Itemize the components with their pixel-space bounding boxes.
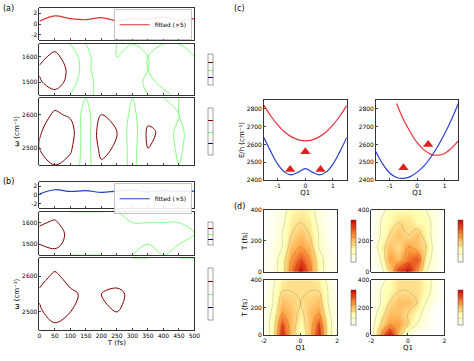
svg-text:Q1: Q1 (412, 189, 422, 197)
svg-text:0: 0 (37, 332, 41, 339)
svg-text:50: 50 (51, 332, 59, 339)
svg-text:1500: 1500 (22, 78, 37, 85)
svg-text:T (fs): T (fs) (241, 298, 249, 317)
svg-text:E/h (cm⁻¹): E/h (cm⁻¹) (238, 122, 246, 158)
svg-text:400: 400 (358, 206, 370, 213)
svg-text:1600: 1600 (22, 53, 37, 60)
svg-text:0: 0 (34, 191, 38, 198)
svg-text:0: 0 (258, 331, 262, 338)
svg-text:0: 0 (365, 331, 369, 338)
svg-text:0: 0 (415, 182, 419, 189)
svg-text:1: 1 (331, 182, 335, 189)
svg-text:2: 2 (443, 337, 447, 344)
svg-text:150: 150 (80, 332, 92, 339)
svg-text:200: 200 (358, 304, 370, 311)
svg-text:0: 0 (406, 337, 410, 344)
svg-text:fitted (×5): fitted (×5) (155, 21, 186, 28)
svg-text:2600: 2600 (359, 141, 374, 148)
svg-text:fitted (×5): fitted (×5) (155, 195, 186, 202)
svg-text:(b): (b) (3, 177, 14, 186)
svg-text:2400: 2400 (359, 176, 374, 183)
svg-text:500: 500 (189, 332, 201, 339)
svg-text:200: 200 (250, 237, 262, 244)
svg-text:0: 0 (299, 337, 303, 344)
svg-text:250: 250 (111, 332, 123, 339)
svg-text:400: 400 (358, 276, 370, 283)
svg-text:-2: -2 (261, 337, 267, 344)
svg-text:2700: 2700 (247, 123, 262, 130)
svg-text:2: 2 (34, 182, 38, 189)
svg-text:0: 0 (34, 20, 38, 27)
svg-text:2500: 2500 (22, 144, 37, 151)
svg-text:2600: 2600 (247, 141, 262, 148)
svg-text:T (fs): T (fs) (241, 232, 249, 251)
svg-text:2800: 2800 (359, 105, 374, 112)
svg-text:200: 200 (358, 237, 370, 244)
svg-text:2500: 2500 (247, 158, 262, 165)
svg-text:400: 400 (250, 206, 262, 213)
svg-text:-2: -2 (368, 337, 374, 344)
svg-text:400: 400 (158, 332, 170, 339)
svg-text:-2: -2 (31, 200, 37, 207)
svg-text:T (fs): T (fs) (107, 339, 126, 347)
svg-text:400: 400 (250, 276, 262, 283)
svg-text:-1: -1 (275, 182, 281, 189)
svg-text:200: 200 (96, 332, 108, 339)
svg-text:2: 2 (335, 337, 339, 344)
svg-text:100: 100 (65, 332, 77, 339)
svg-text:2500: 2500 (22, 308, 37, 315)
svg-text:0: 0 (303, 182, 307, 189)
svg-text:-1: -1 (387, 182, 393, 189)
svg-text:1500: 1500 (22, 240, 37, 247)
svg-text:200: 200 (250, 304, 262, 311)
svg-text:450: 450 (173, 332, 185, 339)
svg-text:Q1: Q1 (300, 189, 310, 197)
svg-text:ω (cm⁻¹): ω (cm⁻¹) (13, 116, 21, 147)
svg-text:(a): (a) (3, 4, 14, 13)
svg-text:2: 2 (34, 9, 38, 16)
svg-text:2600: 2600 (22, 272, 37, 279)
svg-text:ω (cm⁻¹): ω (cm⁻¹) (13, 278, 21, 309)
svg-text:2700: 2700 (359, 123, 374, 130)
svg-text:1: 1 (443, 182, 447, 189)
svg-text:2500: 2500 (359, 158, 374, 165)
svg-text:-2: -2 (31, 31, 37, 38)
svg-text:Q1: Q1 (296, 344, 306, 352)
svg-text:1600: 1600 (22, 219, 37, 226)
svg-text:350: 350 (142, 332, 154, 339)
svg-text:2800: 2800 (247, 105, 262, 112)
svg-text:Q1: Q1 (403, 344, 413, 352)
svg-text:2400: 2400 (247, 176, 262, 183)
svg-text:2600: 2600 (22, 111, 37, 118)
svg-text:0: 0 (365, 268, 369, 275)
svg-text:300: 300 (127, 332, 139, 339)
svg-text:(c): (c) (234, 4, 245, 13)
svg-text:(d): (d) (234, 202, 245, 211)
svg-text:0: 0 (258, 268, 262, 275)
